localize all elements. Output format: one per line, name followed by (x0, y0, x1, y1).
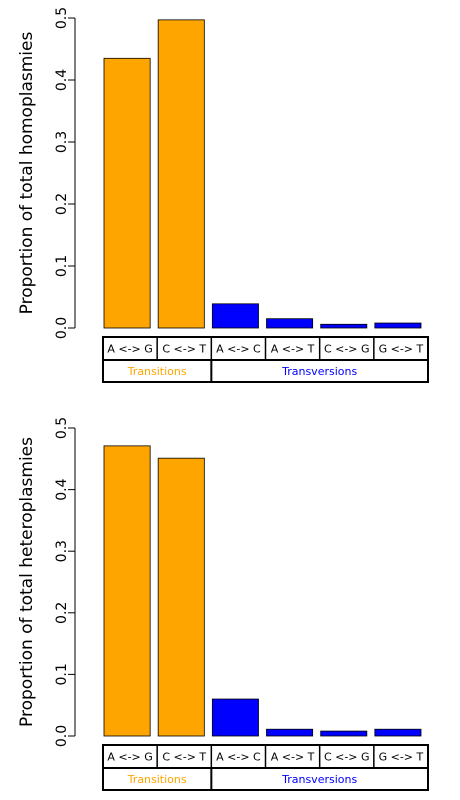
y-tick-label: 0.3 (54, 131, 70, 153)
category-label: C <-> T (162, 343, 206, 356)
group-label: Transversions (281, 773, 357, 786)
bar (320, 323, 368, 329)
y-tick-label: 0.5 (54, 417, 70, 439)
bar (157, 19, 205, 329)
y-tick-label: 0.2 (54, 193, 70, 215)
bar (320, 730, 368, 737)
bar (374, 728, 422, 737)
y-tick-label: 0.2 (54, 602, 70, 624)
y-tick-label: 0.5 (54, 7, 70, 29)
category-label: C <-> G (324, 343, 370, 356)
y-tick-label: 0.4 (54, 478, 70, 500)
bar (211, 303, 259, 329)
y-tick-label: 0.1 (54, 663, 70, 685)
bar (266, 318, 314, 329)
category-label: A <-> G (107, 751, 152, 764)
bar (103, 445, 151, 737)
bar (266, 728, 314, 737)
category-label: A <-> G (107, 343, 152, 356)
category-label: C <-> T (162, 751, 206, 764)
y-tick-label: 0.3 (54, 540, 70, 562)
category-label: G <-> T (379, 343, 424, 356)
category-label: C <-> G (324, 751, 370, 764)
group-label: Transversions (281, 365, 357, 378)
category-label: A <-> T (271, 751, 315, 764)
y-tick-label: 0.4 (54, 69, 70, 91)
category-label: G <-> T (379, 751, 424, 764)
y-tick-label: 0.1 (54, 255, 70, 277)
bar (157, 457, 205, 737)
group-label: Transitions (127, 365, 187, 378)
y-axis-label: Proportion of total heteroplasmies (17, 437, 37, 727)
category-label: A <-> C (216, 751, 261, 764)
category-label: A <-> T (271, 343, 315, 356)
bar (103, 57, 151, 329)
y-tick-label: 0.0 (54, 725, 70, 747)
category-label: A <-> C (216, 343, 261, 356)
bar (374, 322, 422, 329)
y-tick-label: 0.0 (54, 317, 70, 339)
bar (211, 698, 259, 737)
y-axis-label: Proportion of total homoplasmies (17, 32, 37, 315)
group-label: Transitions (127, 773, 187, 786)
